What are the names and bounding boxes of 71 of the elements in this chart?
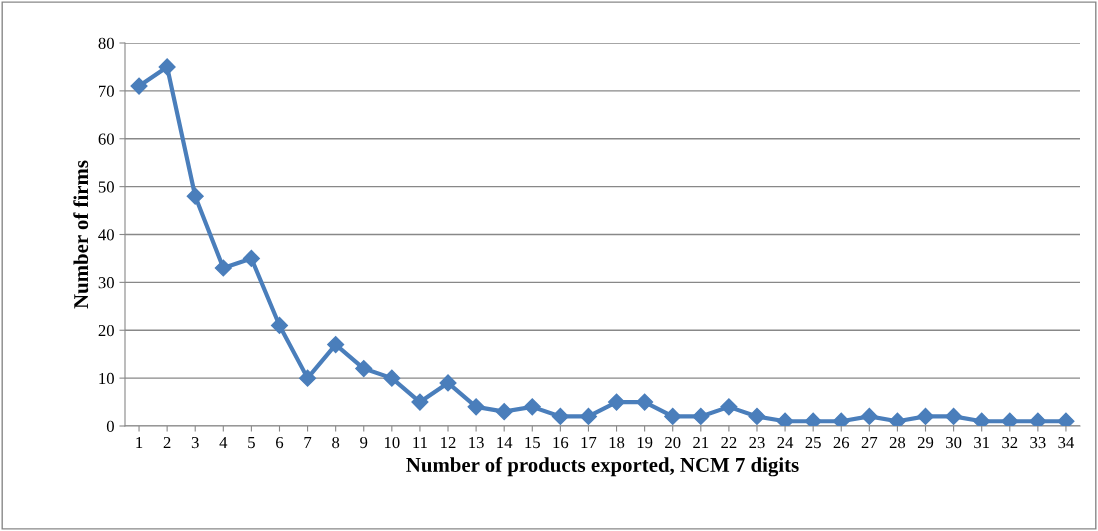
x-tick-label: 26	[833, 436, 850, 449]
point	[664, 407, 682, 425]
y-tick-label: 0	[106, 420, 114, 432]
x-tick-label: 12	[441, 436, 456, 448]
point	[916, 407, 935, 425]
point	[495, 403, 513, 421]
y-tick-label: 70	[99, 85, 114, 97]
x-tick-label: 33	[1030, 436, 1046, 449]
y-tick-label: 50	[98, 181, 114, 193]
point	[327, 336, 345, 354]
x-tick-label: 21	[693, 436, 709, 448]
x-tick-label: 10	[384, 436, 400, 449]
x-tick-label: 3	[191, 436, 199, 449]
point	[607, 393, 626, 411]
x-tick-label: 18	[609, 436, 625, 449]
point	[242, 249, 260, 267]
point	[551, 407, 569, 425]
x-tick-label: 7	[304, 437, 312, 448]
x-tick-label: 5	[248, 437, 255, 449]
point	[299, 369, 317, 387]
x-tick-label: 2	[163, 436, 171, 448]
y-axis-title: Number of firms	[73, 160, 89, 309]
point	[411, 393, 429, 411]
x-tick-label: 9	[360, 436, 368, 449]
x-tick-label: 13	[469, 436, 484, 449]
x-tick-label: 4	[219, 437, 228, 448]
x-tick-label: 8	[332, 436, 340, 449]
point	[439, 374, 457, 392]
x-tick-label: 30	[946, 436, 962, 449]
x-tick-label: 14	[497, 436, 513, 448]
x-tick-label: 24	[777, 436, 794, 448]
x-tick-label: 1	[136, 436, 143, 448]
point	[692, 407, 710, 425]
x-tick-label: 15	[525, 436, 540, 449]
x-tick-label: 11	[413, 436, 427, 448]
x-tick-label: 28	[889, 436, 906, 449]
x-tick-label: 29	[917, 436, 934, 449]
x-tick-label: 19	[637, 436, 653, 449]
point	[158, 58, 176, 76]
y-tick-label: 40	[98, 229, 114, 241]
x-tick-label: 17	[581, 436, 597, 448]
point	[523, 398, 541, 416]
x-tick-label: 20	[665, 436, 681, 449]
x-tick-label: 23	[749, 436, 765, 449]
x-tick-label: 32	[1002, 436, 1018, 449]
y-tick-label: 30	[98, 277, 114, 289]
x-tick-label: 22	[721, 436, 737, 448]
x-tick-label: 16	[553, 436, 569, 449]
x-tick-label: 34	[1058, 436, 1075, 449]
point	[636, 393, 654, 411]
point	[383, 369, 401, 387]
point	[467, 398, 485, 416]
y-tick-label: 20	[98, 324, 114, 337]
point	[214, 259, 232, 277]
x-tick-label: 6	[276, 436, 284, 449]
point	[355, 359, 373, 378]
point	[130, 77, 148, 95]
x-tick-label: 27	[861, 436, 878, 448]
y-tick-label: 10	[99, 372, 114, 385]
point	[579, 407, 598, 425]
x-tick-label: 25	[805, 436, 821, 449]
point	[720, 398, 738, 416]
x-axis-title: Number of products exported, NCM 7 digits	[406, 457, 799, 477]
y-tick-label: 60	[98, 133, 114, 145]
point	[748, 407, 766, 425]
x-tick-label: 31	[974, 436, 990, 449]
point	[945, 407, 963, 425]
point	[860, 407, 878, 425]
point	[186, 187, 204, 205]
y-tick-label: 80	[98, 37, 114, 49]
point	[270, 316, 289, 335]
